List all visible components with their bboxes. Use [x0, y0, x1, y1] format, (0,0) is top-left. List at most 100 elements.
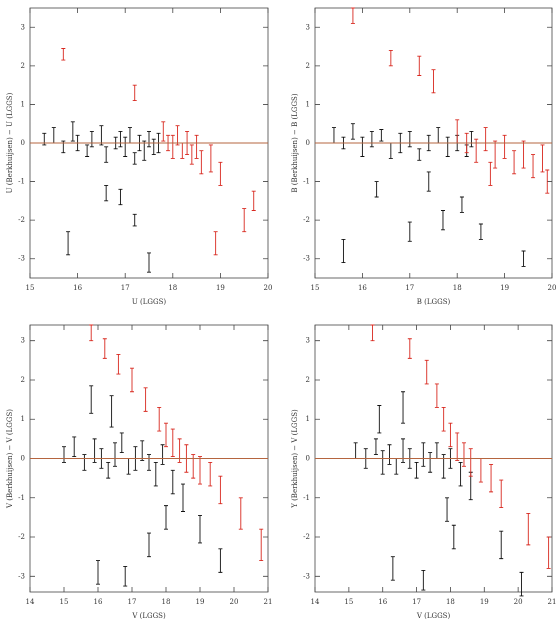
error-bar [417, 55, 422, 76]
error-bar [489, 463, 494, 493]
error-bar [458, 461, 463, 487]
error-bar [373, 438, 378, 456]
error-bar [99, 125, 104, 146]
error-bar [468, 448, 473, 477]
error-bar [380, 450, 385, 475]
error-bar [218, 161, 223, 186]
x-tick-label: 18 [162, 598, 171, 606]
x-tick-label: 15 [311, 284, 320, 292]
error-bar [407, 338, 412, 359]
error-bar [82, 454, 87, 471]
error-bar [140, 440, 145, 461]
error-bar [455, 432, 460, 461]
error-bar [251, 190, 256, 211]
error-bar [426, 171, 431, 192]
error-bar [499, 530, 504, 560]
x-tick-label: 19 [196, 598, 205, 606]
y-axis-label: U (Berkhuijsen) − U (LGGS) [6, 92, 14, 193]
error-bar [414, 461, 419, 479]
error-bar [218, 548, 223, 573]
y-tick-label: 3 [21, 337, 25, 345]
y-tick-label: 3 [21, 23, 25, 31]
error-bar [189, 144, 194, 165]
error-bar [161, 121, 166, 142]
error-bar [213, 231, 218, 256]
x-tick-label: 20 [548, 284, 557, 292]
y-tick-label: 2 [21, 62, 25, 70]
error-bar [428, 452, 433, 473]
error-bar [170, 134, 175, 159]
error-bar [130, 367, 134, 393]
x-tick-label: 17 [412, 598, 421, 606]
y-tick-label: 1 [306, 415, 310, 423]
error-bar [198, 456, 202, 485]
error-bar [540, 144, 545, 173]
error-bar [199, 150, 204, 175]
x-axis-label: V (LGGS) [416, 612, 451, 620]
x-tick-label: 16 [358, 284, 367, 292]
error-bar [407, 221, 412, 242]
x-tick-label: 19 [216, 284, 225, 292]
x-tick-label: 17 [128, 598, 137, 606]
error-bar [127, 127, 132, 144]
error-bar [421, 569, 426, 591]
error-bar [436, 127, 441, 144]
error-bar [170, 469, 175, 495]
error-bar [390, 556, 395, 581]
error-bar [116, 353, 121, 375]
error-bar [259, 528, 264, 562]
error-bar [89, 324, 94, 342]
error-bar [66, 231, 71, 256]
error-bar [341, 238, 346, 264]
error-bar [106, 461, 111, 479]
error-bar [455, 119, 460, 144]
error-bar [147, 130, 151, 148]
x-tick-label: 16 [94, 598, 103, 606]
error-bar [499, 479, 504, 509]
y-tick-label: -3 [18, 255, 25, 263]
error-bar [118, 130, 123, 148]
error-bar [350, 123, 355, 140]
error-bar [147, 252, 151, 273]
error-bar [331, 127, 336, 144]
error-bar [109, 395, 114, 428]
error-bar [194, 134, 199, 159]
error-bar [89, 130, 94, 148]
error-bar [104, 184, 109, 202]
y-tick-label: -2 [303, 533, 310, 541]
error-bar [545, 169, 550, 194]
y-tick-label: 0 [21, 455, 25, 463]
x-tick-label: 19 [500, 284, 509, 292]
error-bar [132, 152, 137, 165]
x-tick-label: 15 [344, 598, 353, 606]
error-bar [379, 129, 384, 142]
x-tick-label: 14 [311, 598, 320, 606]
y-tick-label: 3 [306, 337, 310, 345]
error-bar [153, 461, 158, 487]
y-axis-label: B (Berkhuijsen) − B (LGGS) [291, 93, 299, 192]
error-bar [388, 49, 393, 67]
error-bar [493, 140, 498, 169]
x-tick-label: 20 [514, 598, 523, 606]
error-bar [459, 196, 464, 213]
error-bar [519, 571, 524, 597]
x-tick-label: 18 [446, 598, 455, 606]
y-tick-label: 3 [306, 23, 310, 31]
error-bar [151, 138, 156, 156]
error-bar [61, 48, 66, 61]
error-bar [434, 383, 439, 408]
error-bar [350, 7, 355, 24]
error-bar [526, 513, 531, 546]
error-bar [181, 483, 185, 512]
error-bar [387, 444, 392, 465]
y-axis-label: V (Berkhuijsen) − V (LGGS) [6, 409, 14, 509]
error-bar [370, 324, 375, 342]
error-bar [208, 461, 213, 487]
x-tick-label: 17 [121, 284, 130, 292]
error-bar [502, 134, 507, 159]
error-bar [147, 454, 151, 471]
error-bar [546, 536, 551, 569]
error-bar [72, 436, 77, 457]
error-bar [369, 130, 374, 148]
